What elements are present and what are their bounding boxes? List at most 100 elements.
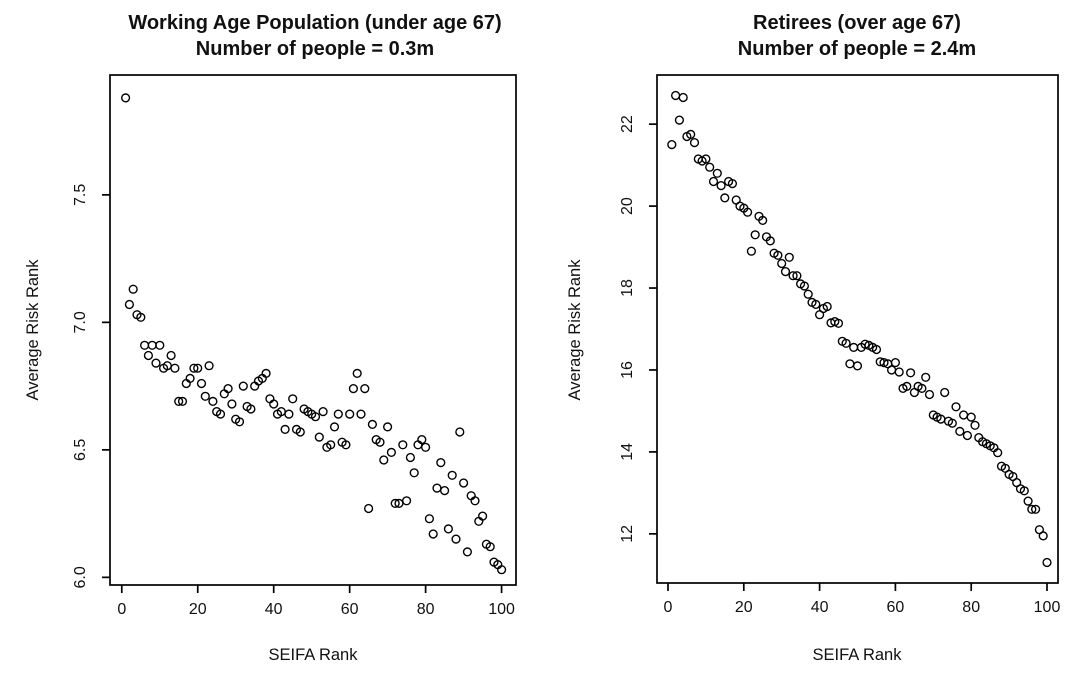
data-point — [166, 350, 176, 361]
data-point — [667, 140, 677, 150]
data-point — [147, 340, 157, 350]
data-point — [470, 496, 480, 506]
data-point — [746, 246, 757, 256]
x-tick-label: 20 — [189, 601, 207, 618]
data-point — [1027, 504, 1037, 514]
data-point — [383, 422, 393, 432]
data-point — [780, 267, 791, 277]
data-point — [367, 419, 378, 430]
data-point — [940, 387, 950, 398]
data-point — [136, 312, 146, 322]
left-plot-area: 0 20 40 60 80 100 6.0 6.5 7.0 7.5 — [72, 74, 517, 618]
data-point — [890, 358, 901, 368]
data-point — [765, 236, 775, 246]
data-point — [333, 409, 343, 419]
left-panel-working-age: Working Age Population (under age 67) Nu… — [24, 12, 517, 664]
left-chart-title-line2: Number of people = 0.3m — [196, 38, 434, 60]
data-point — [947, 418, 957, 428]
y-tick-label: 12 — [619, 525, 636, 543]
data-point — [345, 409, 355, 419]
data-point — [421, 442, 431, 452]
data-point — [955, 426, 965, 437]
x-tick-label: 100 — [1034, 599, 1061, 616]
data-point — [124, 299, 134, 310]
data-point — [705, 162, 715, 172]
data-point — [234, 417, 245, 427]
data-point — [852, 361, 863, 371]
data-point — [177, 396, 188, 407]
x-tick-label: 20 — [735, 599, 753, 616]
y-tick-label: 6.5 — [72, 439, 89, 461]
data-point — [341, 440, 351, 450]
data-point — [811, 299, 821, 310]
x-tick-label: 80 — [962, 599, 980, 616]
right-chart-title-line1: Retirees (over age 67) — [753, 12, 961, 34]
data-point — [280, 424, 290, 435]
data-point — [921, 372, 931, 382]
data-point — [364, 503, 374, 514]
data-point — [185, 373, 195, 384]
right-chart-title-line2: Number of people = 2.4m — [738, 38, 976, 60]
data-point — [379, 455, 389, 465]
data-point — [455, 427, 465, 437]
data-point — [799, 281, 810, 291]
data-point — [678, 92, 688, 103]
data-point — [689, 138, 700, 148]
data-point — [712, 168, 722, 178]
data-point — [140, 340, 150, 350]
data-point — [459, 478, 469, 488]
data-point — [440, 486, 450, 496]
data-point — [951, 402, 961, 412]
data-point — [833, 318, 844, 328]
data-point — [1019, 486, 1029, 496]
data-point — [417, 435, 427, 445]
x-tick-label: 60 — [887, 599, 905, 616]
data-point — [1042, 557, 1052, 568]
data-point — [269, 399, 279, 409]
data-point — [424, 514, 435, 524]
data-point — [871, 344, 882, 355]
data-point — [727, 179, 738, 189]
data-point — [155, 340, 165, 350]
y-tick-label: 6.0 — [72, 566, 89, 588]
data-point — [360, 384, 370, 394]
data-point — [200, 391, 210, 401]
data-point — [674, 115, 685, 125]
data-point — [246, 404, 256, 414]
data-point — [462, 547, 473, 557]
data-point — [788, 271, 798, 281]
data-point — [970, 420, 980, 430]
data-point — [777, 258, 787, 269]
data-point — [716, 181, 726, 191]
plot-box — [656, 74, 1059, 584]
x-tick-label: 80 — [417, 601, 435, 618]
data-point — [348, 384, 359, 394]
data-point — [701, 154, 711, 164]
data-point — [894, 367, 904, 377]
data-point — [284, 409, 294, 419]
data-point — [451, 534, 461, 544]
right-y-axis-label: Average Risk Rank — [566, 259, 584, 401]
data-point — [917, 383, 927, 394]
data-point — [208, 396, 218, 407]
data-point — [314, 432, 324, 442]
y-tick-label: 22 — [619, 115, 636, 133]
data-point — [409, 468, 419, 478]
data-point — [398, 440, 408, 450]
data-point — [670, 90, 681, 101]
data-point — [405, 452, 416, 463]
data-point — [962, 430, 973, 441]
right-plot-area: 0 20 40 60 80 100 12 14 16 18 20 22 — [619, 74, 1061, 616]
data-point — [223, 384, 233, 394]
data-point — [120, 93, 131, 103]
y-tick-label: 7.0 — [72, 311, 89, 333]
data-point — [288, 394, 298, 404]
data-point — [993, 448, 1003, 458]
data-point — [204, 361, 214, 371]
x-tick-label: 100 — [488, 601, 515, 618]
x-tick-label: 0 — [664, 599, 673, 616]
data-point — [329, 422, 340, 432]
data-point — [227, 399, 237, 409]
data-point — [485, 542, 495, 552]
